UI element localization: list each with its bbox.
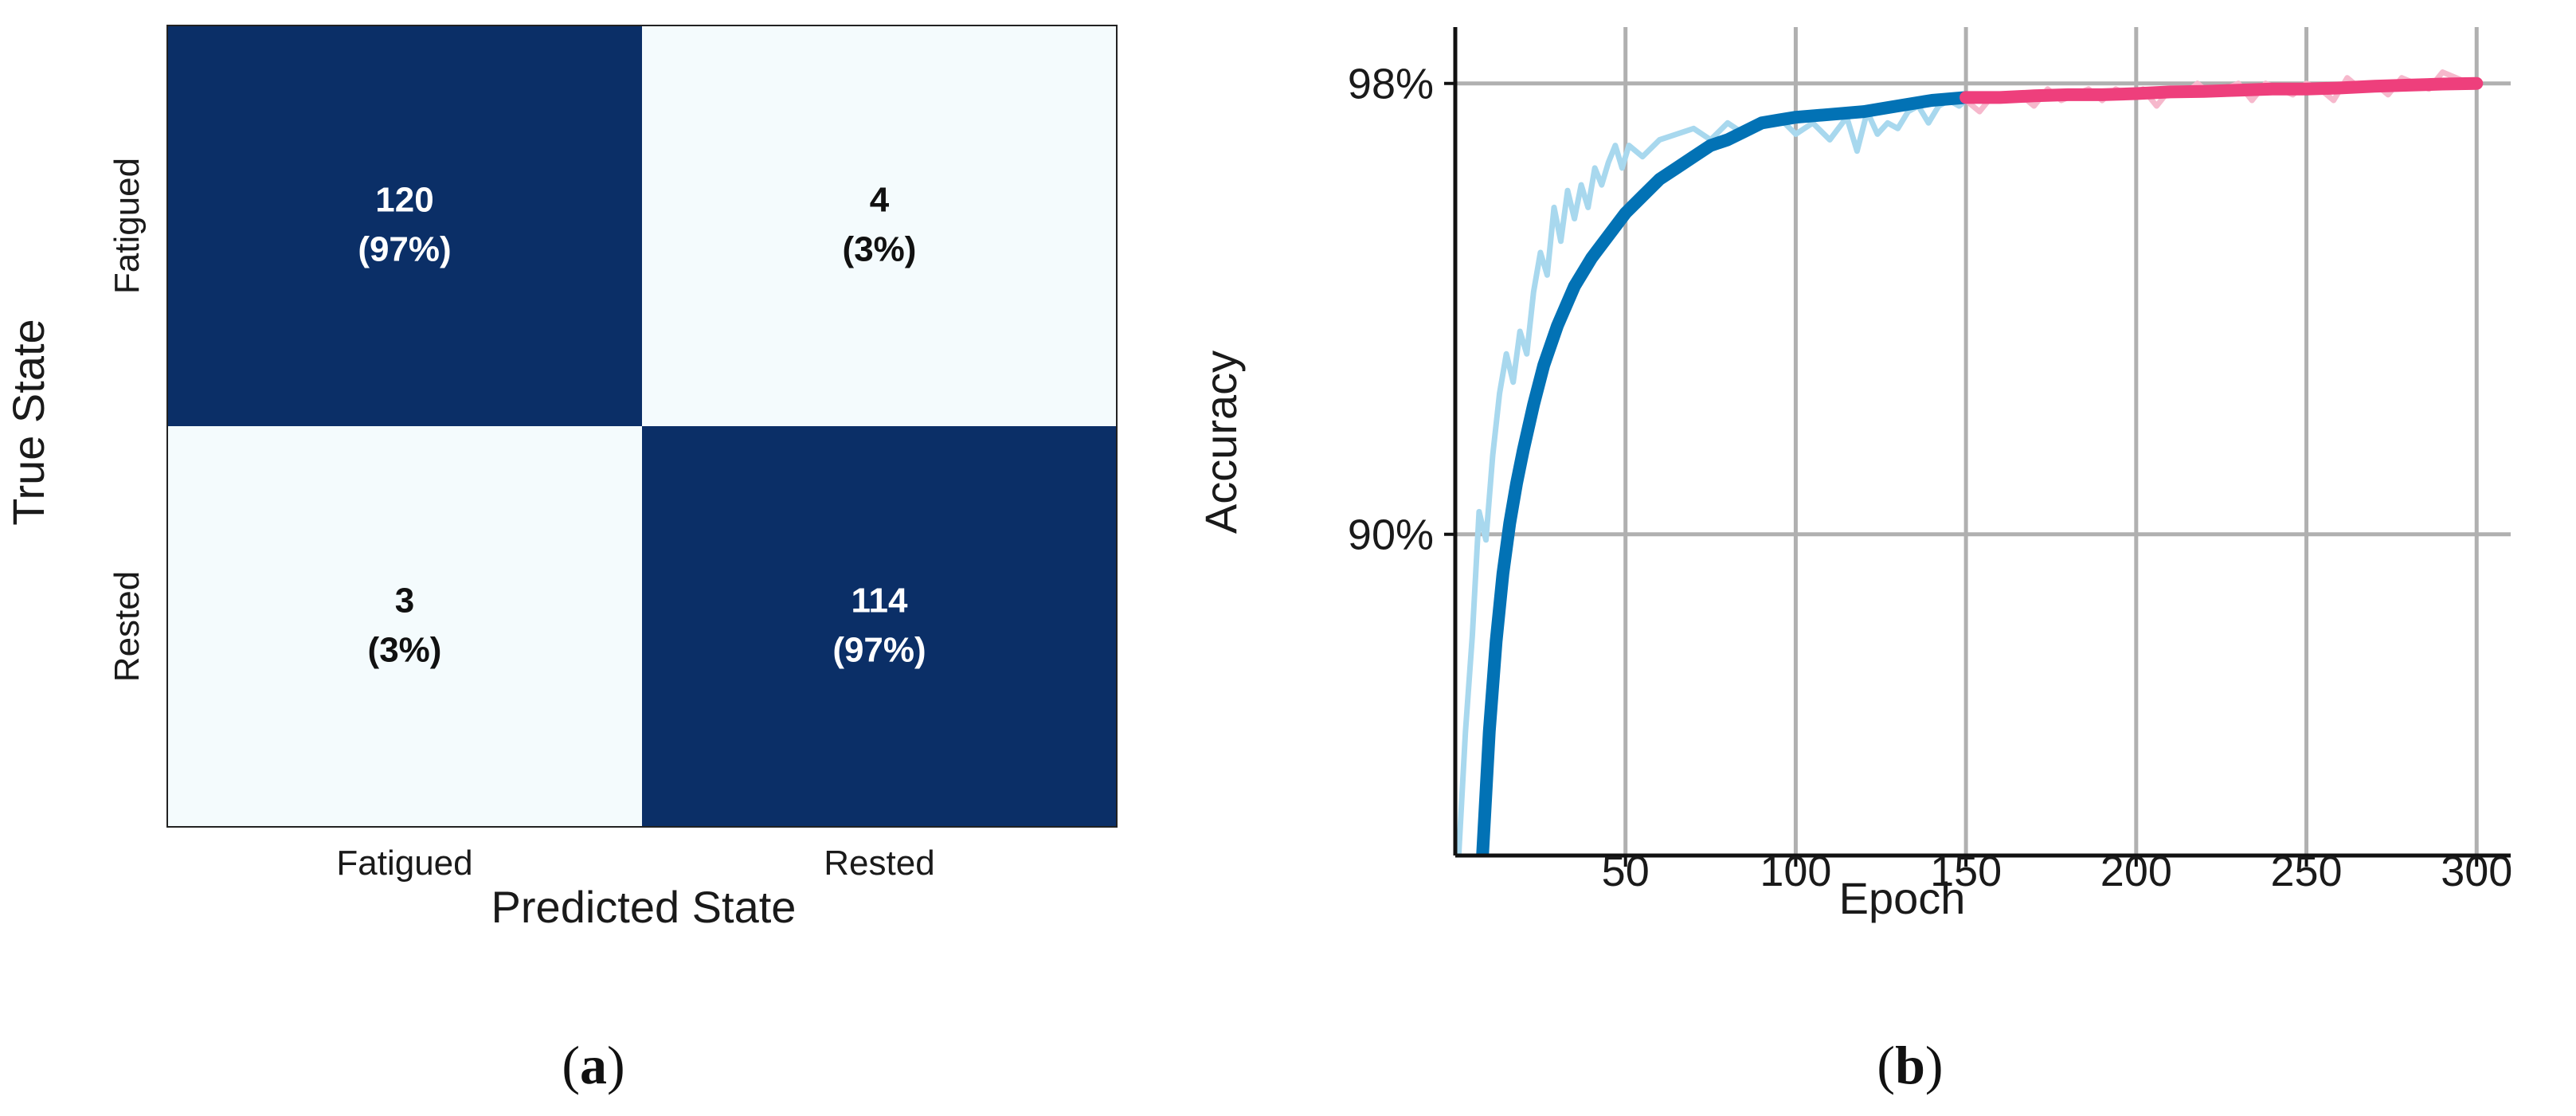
cm-percent-1-0: (3%)	[368, 631, 442, 670]
cm-cell-0-1	[642, 25, 1117, 426]
cm-percent-1-1: (97%)	[832, 631, 926, 670]
lc-ytick-label-0: 90%	[1348, 511, 1434, 559]
validation-smoothed-line	[1959, 76, 2484, 104]
cm-xlabel: Predicted State	[491, 882, 797, 932]
cm-cell-1-0	[167, 426, 642, 827]
panel-label-b: (b)	[1877, 1035, 1943, 1095]
lc-xtick-label-0: 50	[1602, 848, 1650, 895]
accuracy-line-chart: 50 100 150 200 250 300 90% 98%	[1348, 27, 2512, 895]
cm-frame	[166, 25, 1118, 828]
cm-value-1-0: 3	[395, 581, 414, 621]
lc-xtick-label-1: 100	[1760, 848, 1831, 895]
cm-percent-0-0: (97%)	[358, 230, 451, 269]
train-smoothed-line	[1476, 91, 1973, 856]
lc-xtick-label-5: 300	[2441, 848, 2512, 895]
cm-value-0-1: 4	[870, 181, 890, 220]
lc-xlabel: Epoch	[1839, 873, 1966, 923]
lc-xtick-label-4: 250	[2270, 848, 2342, 895]
cm-value-1-1: 114	[851, 581, 909, 621]
lc-xtick-label-2: 150	[1930, 848, 2002, 895]
cm-ytick-0: Fatigued	[108, 158, 147, 294]
cm-value-0-0: 120	[375, 181, 433, 220]
lc-series-group	[1455, 69, 2484, 856]
cm-cell-0-0	[167, 25, 642, 426]
cm-xtick-0: Fatigued	[336, 844, 472, 883]
cm-ylabel: True State	[3, 319, 53, 525]
cm-percent-0-1: (3%)	[843, 230, 917, 269]
cm-ytick-1: Rested	[108, 571, 147, 682]
train-raw-line	[1455, 97, 1969, 856]
lc-ylabel: Accuracy	[1196, 350, 1246, 534]
confusion-matrix: 120 (97%) 4 (3%) 3 (3%) 114 (97%) Fatigued Rested…	[108, 25, 1118, 883]
lc-xtick-label-3: 200	[2100, 848, 2172, 895]
lc-ytick-label-1: 98%	[1348, 61, 1434, 108]
cm-xtick-1: Rested	[824, 844, 934, 883]
panel-label-a: (a)	[562, 1035, 624, 1095]
cm-cell-1-1	[642, 426, 1117, 827]
